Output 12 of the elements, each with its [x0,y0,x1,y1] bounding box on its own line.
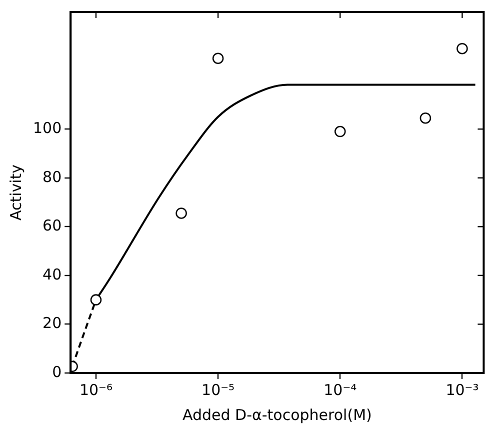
y-tick-label: 60 [42,216,62,235]
x-tick-label: 10⁻⁶ [79,380,112,399]
y-tick-label: 0 [52,362,62,381]
y-axis-title: Activity [6,164,25,221]
x-tick-label: 10⁻⁵ [202,380,235,399]
x-tick-label: 10⁻³ [446,380,479,399]
y-tick-label: 80 [42,168,62,186]
x-axis-title: Added D-α-tocopherol(M) [182,406,372,424]
x-tick-label: 10⁻⁴ [324,380,357,399]
y-tick-label: 20 [42,314,62,332]
y-tick-label: 100 [32,118,62,137]
y-tick-label: 40 [42,265,62,284]
